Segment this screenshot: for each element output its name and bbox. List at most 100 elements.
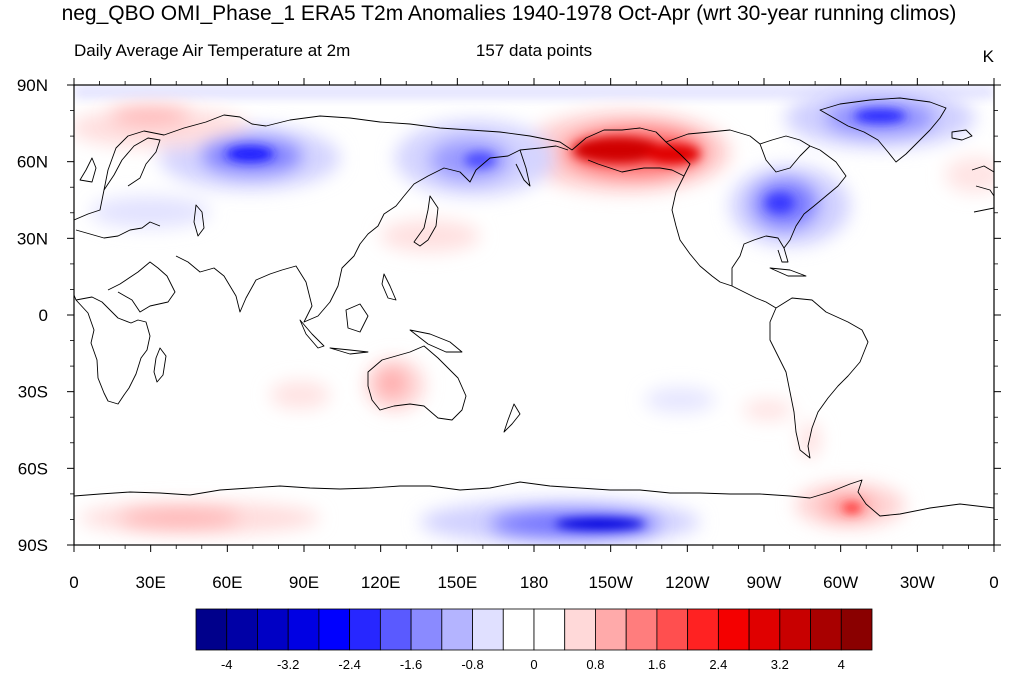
colorbar-tick-label: 2.4 <box>709 657 727 672</box>
core-peninsula <box>842 503 862 513</box>
coast-uk <box>79 157 97 183</box>
colorbar-tick-label: -3.2 <box>277 657 299 672</box>
colorbar-swatch <box>564 608 596 651</box>
x-tick-label: 180 <box>520 573 548 592</box>
core-namerica <box>766 193 794 213</box>
coast-alaska <box>571 127 691 177</box>
anomaly-field <box>74 85 994 544</box>
colorbar-swatch <box>441 608 473 651</box>
coast-europe <box>74 114 267 221</box>
colorbar-tick-label: 1.6 <box>648 657 666 672</box>
coast-western-europe <box>971 165 994 213</box>
colorbar-swatch <box>287 608 320 651</box>
y-tick-label: 90N <box>17 76 48 95</box>
halo-spacific <box>645 388 715 412</box>
y-tick-label: 30N <box>17 229 48 248</box>
coast-okhotsk <box>403 145 569 197</box>
x-tick-label: 150E <box>437 573 477 592</box>
core-shading <box>226 109 906 530</box>
colorbar-swatch <box>195 608 228 651</box>
core-alaska <box>573 137 663 163</box>
x-tick-label: 30E <box>136 573 166 592</box>
coast-caspian <box>193 204 205 237</box>
coast-na-east <box>731 149 847 286</box>
colorbar-swatch <box>717 608 750 651</box>
core-antarctica-ross <box>555 518 645 530</box>
coast-australia <box>367 345 467 421</box>
x-tick-label: 120E <box>361 573 401 592</box>
coast-scandinavia <box>103 137 161 191</box>
coast-sumatra <box>299 319 325 349</box>
x-tick-label: 0 <box>69 573 78 592</box>
y-tick-label: 90S <box>18 536 48 555</box>
colorbar: -4 -3.2 -2.4 -1.6 -0.8 0 0.8 1.6 2.4 3.2 4 <box>195 608 873 672</box>
x-tick-label: 0 <box>989 573 998 592</box>
center-subtitle: 157 data points <box>476 41 592 60</box>
colorbar-swatch <box>410 608 443 651</box>
coast-iceland <box>951 129 973 141</box>
core-greenland <box>854 109 906 123</box>
colorbar-swatch <box>257 608 289 651</box>
colorbar-swatch <box>502 608 535 651</box>
colorbar-tick-label: -1.6 <box>400 657 422 672</box>
arctic-band <box>74 85 994 99</box>
y-tick-label: 60S <box>18 459 48 478</box>
colorbar-swatch <box>810 608 842 651</box>
colorbar-tick-label: 3.2 <box>771 657 789 672</box>
map-panel: 0 30E 60E 90E 120E 150E 180 150W 120W 90W 60W 30W 0 9… <box>17 76 1001 592</box>
colorbar-tick-label: 4 <box>838 657 845 672</box>
colorbar-swatch <box>687 608 719 651</box>
colorbar-swatch <box>472 608 504 651</box>
axis-ticks: 0 30E 60E 90E 120E 150E 180 150W 120W 90W 60W 30W 0 9… <box>17 76 1001 592</box>
units-label: K <box>983 47 995 66</box>
mid-australia <box>378 369 406 397</box>
x-tick-label: 60E <box>212 573 242 592</box>
halo-midasia <box>90 196 210 228</box>
coast-kamchatka <box>515 149 531 187</box>
colorbar-tick-label: 0.8 <box>586 657 604 672</box>
coast-india <box>175 255 283 313</box>
coast-seasia <box>281 195 405 323</box>
coast-mediterranean <box>75 221 161 239</box>
mid-antarctica-east <box>120 510 240 526</box>
colorbar-swatch <box>840 608 873 651</box>
colorbar-tick-label: -0.8 <box>461 657 483 672</box>
coast-borneo <box>345 303 369 333</box>
x-tick-label: 90W <box>747 573 782 592</box>
coast-japan <box>413 195 439 247</box>
halo-shading <box>74 88 994 544</box>
coast-na-west <box>671 175 733 287</box>
mid-europe <box>110 108 190 124</box>
colorbar-swatch <box>379 608 412 651</box>
colorbar-swatch <box>533 608 566 651</box>
colorbar-tick-label: -2.4 <box>338 657 360 672</box>
x-tick-label: 150W <box>588 573 632 592</box>
y-tick-label: 60N <box>17 153 48 172</box>
y-tick-label: 30S <box>18 383 48 402</box>
coast-greenland <box>819 97 947 163</box>
core-wsiberia <box>226 146 274 162</box>
core-esiberia <box>464 152 496 168</box>
x-tick-label: 30W <box>900 573 935 592</box>
coast-philippines <box>381 273 397 301</box>
left-subtitle: Daily Average Air Temperature at 2m <box>74 41 350 60</box>
x-tick-label: 120W <box>665 573 709 592</box>
x-tick-label: 60W <box>823 573 858 592</box>
colorbar-swatch <box>318 608 351 651</box>
coast-south-america <box>769 297 869 459</box>
colorbar-swatch <box>226 608 258 651</box>
colorbar-swatch <box>779 608 811 651</box>
coast-antarctica <box>74 479 994 517</box>
halo-natlantic <box>945 157 994 193</box>
halo-chile <box>743 400 793 420</box>
x-tick-label: 90E <box>289 573 319 592</box>
coast-africa <box>74 294 151 405</box>
coast-florida <box>777 247 789 263</box>
coast-cuba <box>769 267 807 277</box>
coast-newguinea <box>409 329 463 353</box>
coastlines <box>74 97 994 517</box>
y-tick-label: 0 <box>39 306 48 325</box>
coast-arabia <box>107 261 176 313</box>
halo-patagonia <box>800 422 820 458</box>
